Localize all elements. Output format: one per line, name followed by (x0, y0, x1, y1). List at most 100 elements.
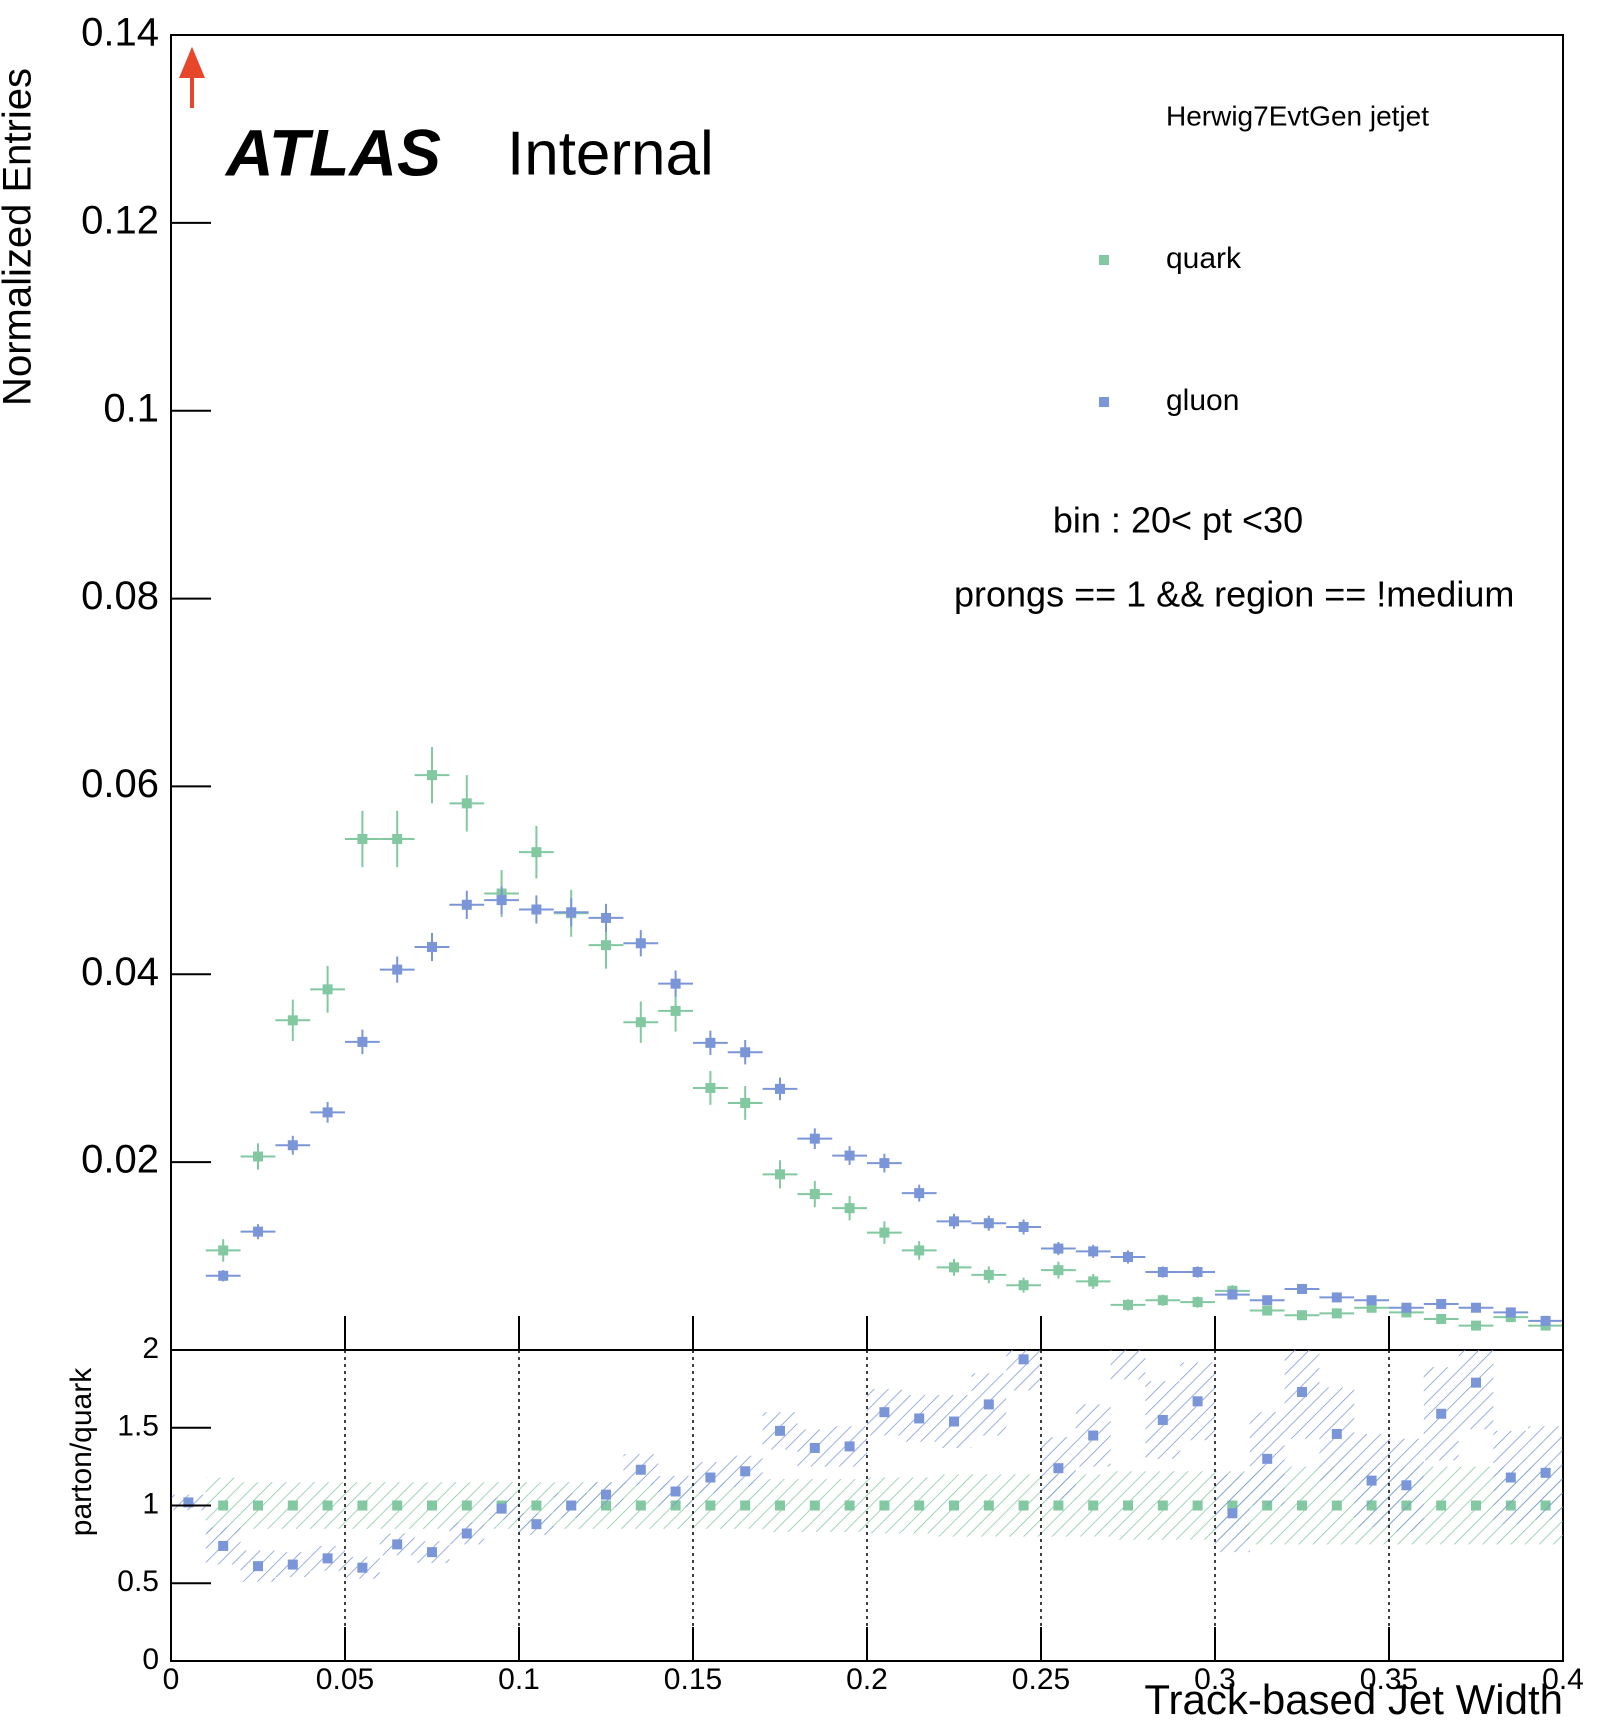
y-tick-label: 0.1 (103, 386, 159, 430)
overflow-arrow (179, 46, 205, 108)
data-point (914, 1188, 925, 1199)
x-tick-label: 0.05 (316, 1663, 374, 1696)
data-point (1123, 1500, 1133, 1511)
data-point (218, 1540, 229, 1551)
data-point (601, 1489, 611, 1500)
data-point (949, 1216, 959, 1227)
data-point (1227, 1508, 1238, 1519)
y-tick-label: 1.5 (117, 1410, 159, 1443)
x-tick-label: 0 (163, 1663, 180, 1696)
data-point (635, 1464, 646, 1475)
data-point (1018, 1221, 1029, 1232)
x-tick-label: 0.15 (664, 1663, 722, 1696)
data-point (531, 1519, 542, 1530)
data-point (809, 1189, 820, 1200)
data-point (1540, 1315, 1551, 1326)
data-point (1018, 1280, 1029, 1291)
data-point (879, 1500, 890, 1511)
data-point (775, 1425, 785, 1436)
x-tick-label: 0.35 (1360, 1663, 1418, 1696)
data-point (914, 1245, 925, 1256)
data-point (844, 1441, 855, 1452)
data-point (253, 1561, 263, 1572)
data-point (1088, 1246, 1099, 1257)
data-point (287, 1015, 298, 1026)
data-point (1088, 1276, 1099, 1287)
data-point (1436, 1500, 1447, 1511)
data-point (1157, 1295, 1168, 1306)
data-point (531, 847, 542, 858)
data-point (983, 1500, 994, 1511)
data-point (879, 1227, 890, 1238)
data-point (1088, 1430, 1099, 1441)
data-point (1262, 1453, 1273, 1464)
data-point (322, 1553, 333, 1564)
data-point (461, 899, 472, 910)
data-point (705, 1472, 716, 1483)
y-tick-label: 0.12 (81, 198, 159, 242)
data-point (740, 1466, 751, 1477)
data-point (809, 1133, 820, 1144)
data-point (983, 1218, 994, 1229)
data-point (1436, 1408, 1447, 1419)
y-tick-label: 1 (142, 1487, 159, 1520)
plot-area (171, 1350, 1563, 1582)
data-point (1053, 1500, 1064, 1511)
data-point (218, 1500, 229, 1511)
bin-label: bin : 20< pt <30 (1053, 500, 1303, 541)
x-tick-label: 0.25 (1012, 1663, 1070, 1696)
data-point (1331, 1500, 1342, 1511)
legend-label: quark (1166, 242, 1242, 275)
legend-label: gluon (1166, 384, 1239, 417)
data-point (1262, 1305, 1273, 1316)
data-point (844, 1203, 855, 1214)
data-point (461, 1528, 472, 1539)
data-point (1471, 1500, 1481, 1511)
data-point (914, 1500, 925, 1511)
data-point (1262, 1295, 1273, 1306)
data-point (1366, 1295, 1377, 1306)
data-point (357, 1036, 368, 1047)
data-point (1297, 1500, 1307, 1511)
data-point (740, 1047, 751, 1058)
data-point (218, 1245, 229, 1256)
data-point (496, 1503, 507, 1514)
data-point (392, 1500, 403, 1511)
data-point (531, 904, 542, 915)
data-point (392, 834, 403, 845)
x-tick-label: 0.4 (1542, 1663, 1584, 1696)
data-point (775, 1500, 785, 1511)
data-point (740, 1500, 751, 1511)
data-point (1123, 1299, 1133, 1310)
data-point (601, 912, 611, 923)
data-point (427, 770, 437, 781)
y-tick-label: 0 (142, 1643, 159, 1676)
data-point (1157, 1414, 1168, 1425)
data-point (461, 1500, 472, 1511)
data-point (705, 1037, 716, 1048)
data-point (1053, 1243, 1064, 1254)
data-point (218, 1270, 229, 1281)
data-point (1331, 1308, 1342, 1319)
data-point (1053, 1265, 1064, 1276)
ratio-y-label: parton/quark (65, 1367, 98, 1536)
data-point (635, 1017, 646, 1028)
data-point (1018, 1500, 1029, 1511)
data-point (1436, 1314, 1447, 1325)
data-point (253, 1500, 263, 1511)
data-point (949, 1262, 959, 1273)
data-point (809, 1500, 820, 1511)
data-point (740, 1097, 751, 1108)
data-point (1297, 1310, 1307, 1321)
data-point (183, 1497, 194, 1508)
data-point (1331, 1292, 1342, 1303)
data-point (1331, 1428, 1342, 1439)
data-point (1436, 1298, 1447, 1309)
data-point (427, 1547, 437, 1558)
sample-label: Herwig7EvtGen jetjet (1166, 100, 1429, 131)
data-point (670, 1005, 681, 1016)
data-point (1192, 1267, 1203, 1278)
data-point (1540, 1467, 1551, 1478)
data-point (983, 1399, 994, 1410)
